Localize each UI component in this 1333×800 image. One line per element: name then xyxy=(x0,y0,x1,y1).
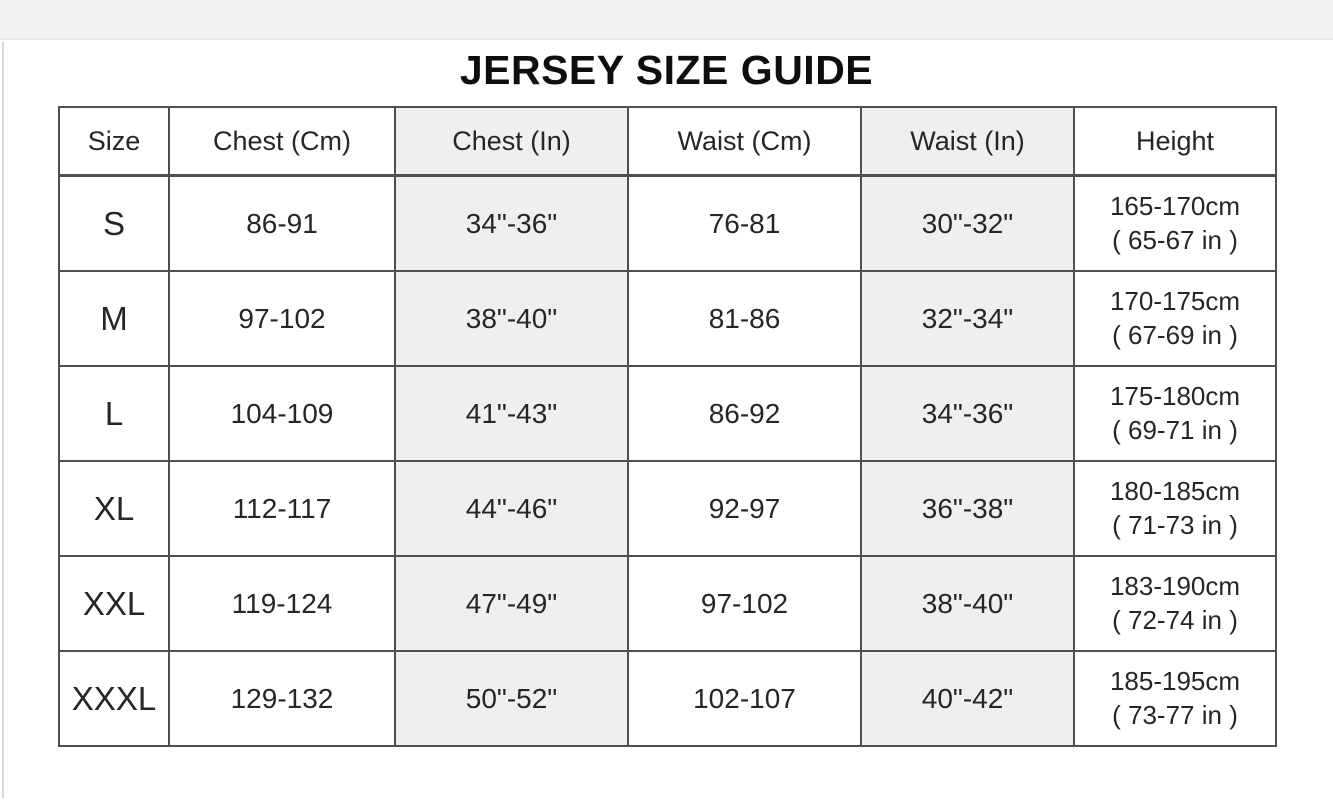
waist-cm-cell: 102-107 xyxy=(627,650,862,747)
chest-in-cell: 50"-52" xyxy=(394,650,629,747)
table-row: M 97-102 38"-40" 81-86 32"-34" 170-175cm( 67-… xyxy=(58,270,1277,367)
chest-in-cell: 44"-46" xyxy=(394,460,629,557)
size-table-body: S 86-91 34"-36" 76-81 30"-32" 165-170cm( 65-6… xyxy=(58,174,1277,747)
waist-in-cell: 38"-40" xyxy=(860,555,1075,652)
height-cell: 185-195cm( 73-77 in ) xyxy=(1073,650,1277,747)
table-row: XL 112-117 44"-46" 92-97 36"-38" 180-185cm( 7… xyxy=(58,460,1277,557)
size-cell: L xyxy=(58,365,170,462)
column-header-chest-in: Chest (In) xyxy=(394,106,629,177)
size-cell: XL xyxy=(58,460,170,557)
chest-cm-cell: 112-117 xyxy=(168,460,396,557)
column-header-waist-in: Waist (In) xyxy=(860,106,1075,177)
chest-in-cell: 47"-49" xyxy=(394,555,629,652)
chest-in-cell: 38"-40" xyxy=(394,270,629,367)
waist-in-cell: 40"-42" xyxy=(860,650,1075,747)
table-header-row: Size Chest (Cm) Chest (In) Waist (Cm) Wa… xyxy=(58,106,1277,177)
height-cell: 180-185cm( 71-73 in ) xyxy=(1073,460,1277,557)
waist-cm-cell: 97-102 xyxy=(627,555,862,652)
waist-in-cell: 36"-38" xyxy=(860,460,1075,557)
column-header-height: Height xyxy=(1073,106,1277,177)
height-cell: 170-175cm( 67-69 in ) xyxy=(1073,270,1277,367)
table-row: S 86-91 34"-36" 76-81 30"-32" 165-170cm( 65-6… xyxy=(58,174,1277,272)
waist-cm-cell: 92-97 xyxy=(627,460,862,557)
table-row: L 104-109 41"-43" 86-92 34"-36" 175-180cm( 69… xyxy=(58,365,1277,462)
chest-cm-cell: 97-102 xyxy=(168,270,396,367)
page-title: JERSEY SIZE GUIDE xyxy=(459,47,874,93)
height-cell: 175-180cm( 69-71 in ) xyxy=(1073,365,1277,462)
chest-cm-cell: 104-109 xyxy=(168,365,396,462)
chest-cm-cell: 86-91 xyxy=(168,174,396,272)
waist-in-cell: 32"-34" xyxy=(860,270,1075,367)
table-row: XXL 119-124 47"-49" 97-102 38"-40" 183-190cm(… xyxy=(58,555,1277,652)
waist-cm-cell: 76-81 xyxy=(627,174,862,272)
table-row: XXXL 129-132 50"-52" 102-107 40"-42" 185-195c… xyxy=(58,650,1277,747)
chest-in-cell: 41"-43" xyxy=(394,365,629,462)
left-edge-hairline xyxy=(2,42,4,798)
size-guide-table: Size Chest (Cm) Chest (In) Waist (Cm) Wa… xyxy=(58,106,1277,747)
size-cell: M xyxy=(58,270,170,367)
size-cell: XXXL xyxy=(58,650,170,747)
height-cell: 183-190cm( 72-74 in ) xyxy=(1073,555,1277,652)
column-header-chest-cm: Chest (Cm) xyxy=(168,106,396,177)
column-header-size: Size xyxy=(58,106,170,177)
waist-cm-cell: 81-86 xyxy=(627,270,862,367)
top-strip xyxy=(0,0,1333,40)
size-cell: S xyxy=(58,174,170,272)
column-header-waist-cm: Waist (Cm) xyxy=(627,106,862,177)
waist-in-cell: 34"-36" xyxy=(860,365,1075,462)
size-cell: XXL xyxy=(58,555,170,652)
chest-in-cell: 34"-36" xyxy=(394,174,629,272)
chest-cm-cell: 129-132 xyxy=(168,650,396,747)
chest-cm-cell: 119-124 xyxy=(168,555,396,652)
waist-cm-cell: 86-92 xyxy=(627,365,862,462)
waist-in-cell: 30"-32" xyxy=(860,174,1075,272)
height-cell: 165-170cm( 65-67 in ) xyxy=(1073,174,1277,272)
